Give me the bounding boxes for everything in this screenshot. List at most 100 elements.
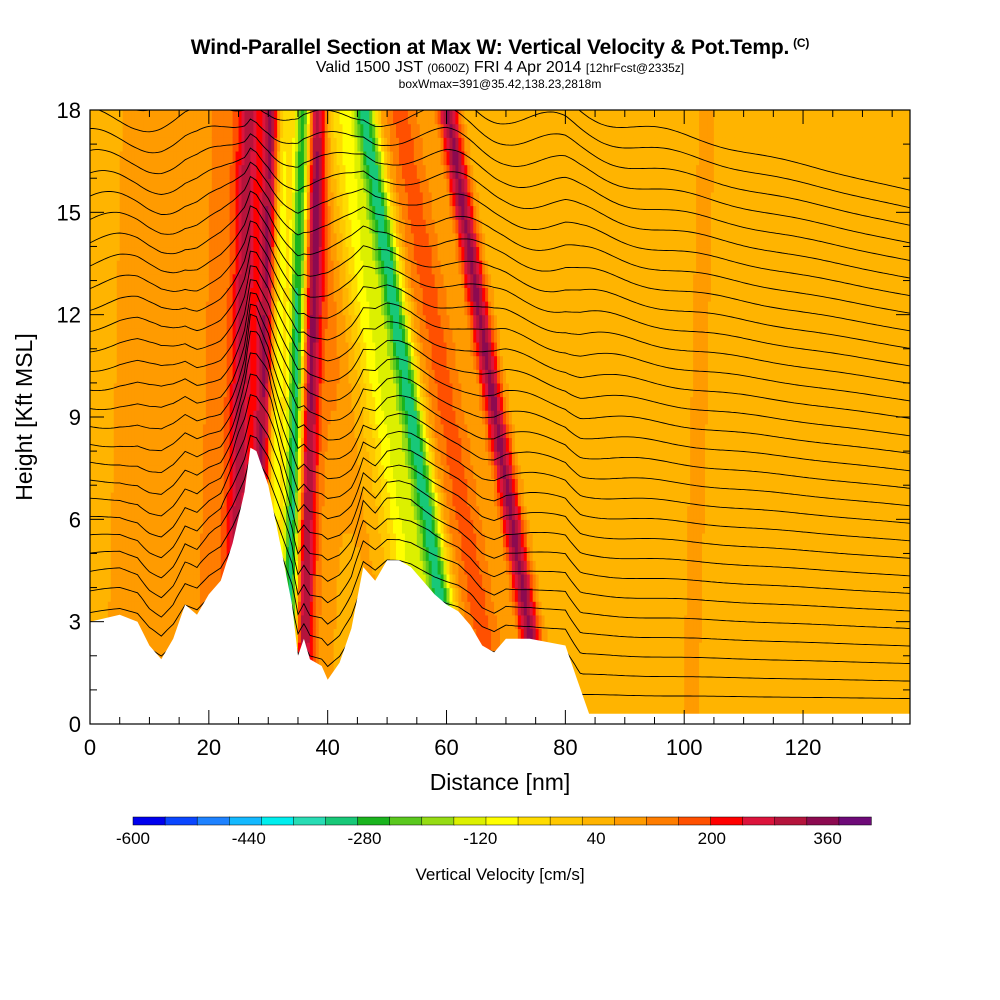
velocity-cell xyxy=(205,273,210,288)
velocity-cell xyxy=(309,601,314,616)
velocity-cell xyxy=(336,614,341,630)
velocity-cell xyxy=(324,123,329,138)
velocity-cell xyxy=(128,341,133,357)
velocity-cell xyxy=(217,437,222,452)
velocity-cell xyxy=(330,341,335,357)
velocity-cell xyxy=(366,328,370,343)
velocity-cell xyxy=(416,301,421,316)
velocity-cell xyxy=(95,423,100,439)
velocity-cell xyxy=(188,587,192,602)
velocity-cell xyxy=(226,355,231,370)
velocity-cell xyxy=(253,110,257,125)
velocity-cell xyxy=(235,341,240,357)
velocity-cell xyxy=(277,451,281,466)
velocity-cell xyxy=(375,355,379,370)
velocity-cell xyxy=(122,355,127,370)
velocity-cell xyxy=(378,205,382,220)
velocity-cell xyxy=(173,573,177,589)
velocity-cell xyxy=(196,150,201,166)
velocity-cell xyxy=(265,287,269,302)
velocity-cell xyxy=(164,464,168,479)
velocity-cell xyxy=(300,164,305,179)
velocity-cell xyxy=(312,532,317,548)
velocity-cell xyxy=(253,232,257,248)
velocity-cell xyxy=(398,246,403,261)
velocity-cell xyxy=(289,464,293,479)
velocity-cell xyxy=(309,451,314,466)
velocity-cell xyxy=(416,273,421,288)
velocity-cell xyxy=(300,492,305,507)
velocity-cell xyxy=(289,478,293,493)
velocity-cell xyxy=(360,369,364,384)
velocity-cell xyxy=(107,110,112,125)
velocity-cell xyxy=(280,205,284,220)
velocity-cell xyxy=(354,301,358,316)
velocity-cell xyxy=(321,532,326,548)
velocity-cell xyxy=(404,423,409,439)
velocity-cell xyxy=(188,205,192,220)
velocity-cell xyxy=(324,628,329,643)
velocity-cell xyxy=(259,246,263,261)
velocity-cell xyxy=(199,178,204,193)
velocity-cell xyxy=(98,546,103,561)
velocity-cell xyxy=(300,355,305,370)
velocity-cell xyxy=(107,260,112,275)
velocity-cell xyxy=(214,423,219,439)
velocity-cell xyxy=(235,137,240,152)
velocity-cell xyxy=(390,492,394,507)
velocity-cell xyxy=(116,492,121,507)
velocity-cell xyxy=(363,246,367,261)
velocity-cell xyxy=(229,150,234,166)
velocity-cell xyxy=(407,355,412,370)
velocity-cell xyxy=(274,369,278,384)
velocity-cell xyxy=(396,505,400,520)
velocity-cell xyxy=(366,110,370,125)
velocity-cell xyxy=(152,273,156,288)
velocity-cell xyxy=(140,410,145,425)
velocity-cell xyxy=(372,178,376,193)
velocity-cell xyxy=(410,150,415,166)
velocity-cell xyxy=(188,355,192,370)
velocity-cell xyxy=(250,396,254,411)
velocity-cell xyxy=(416,314,421,329)
velocity-cell xyxy=(410,219,415,234)
velocity-cell xyxy=(404,437,409,452)
velocity-cell xyxy=(107,191,112,207)
velocity-cell xyxy=(280,273,284,288)
velocity-cell xyxy=(179,110,183,125)
velocity-cell xyxy=(205,123,210,138)
velocity-cell xyxy=(196,137,201,152)
velocity-cell xyxy=(348,573,353,589)
velocity-cell xyxy=(90,260,94,275)
velocity-cell xyxy=(345,519,350,534)
velocity-cell xyxy=(265,273,269,288)
velocity-cell xyxy=(300,628,305,643)
velocity-cell xyxy=(289,137,293,152)
velocity-cell xyxy=(381,519,385,534)
velocity-cell xyxy=(193,478,198,493)
velocity-cell xyxy=(92,328,97,343)
velocity-cell xyxy=(125,532,130,548)
velocity-cell xyxy=(342,451,347,466)
velocity-cell xyxy=(241,137,246,152)
velocity-cell xyxy=(404,328,409,343)
velocity-cell xyxy=(131,355,136,370)
velocity-cell xyxy=(116,328,121,343)
velocity-cell xyxy=(396,410,400,425)
velocity-cell xyxy=(140,301,145,316)
velocity-cell xyxy=(146,410,151,425)
velocity-cell xyxy=(330,328,335,343)
velocity-cell xyxy=(312,191,317,207)
velocity-cell xyxy=(327,273,332,288)
velocity-cell xyxy=(271,110,275,125)
velocity-cell xyxy=(318,396,323,411)
velocity-cell xyxy=(128,423,133,439)
velocity-cell xyxy=(146,423,151,439)
velocity-cell xyxy=(122,110,127,125)
velocity-cell xyxy=(167,328,171,343)
velocity-cell xyxy=(303,532,308,548)
velocity-cell xyxy=(193,410,198,425)
velocity-cell xyxy=(170,532,174,548)
velocity-cell xyxy=(321,601,326,616)
velocity-cell xyxy=(265,355,269,370)
